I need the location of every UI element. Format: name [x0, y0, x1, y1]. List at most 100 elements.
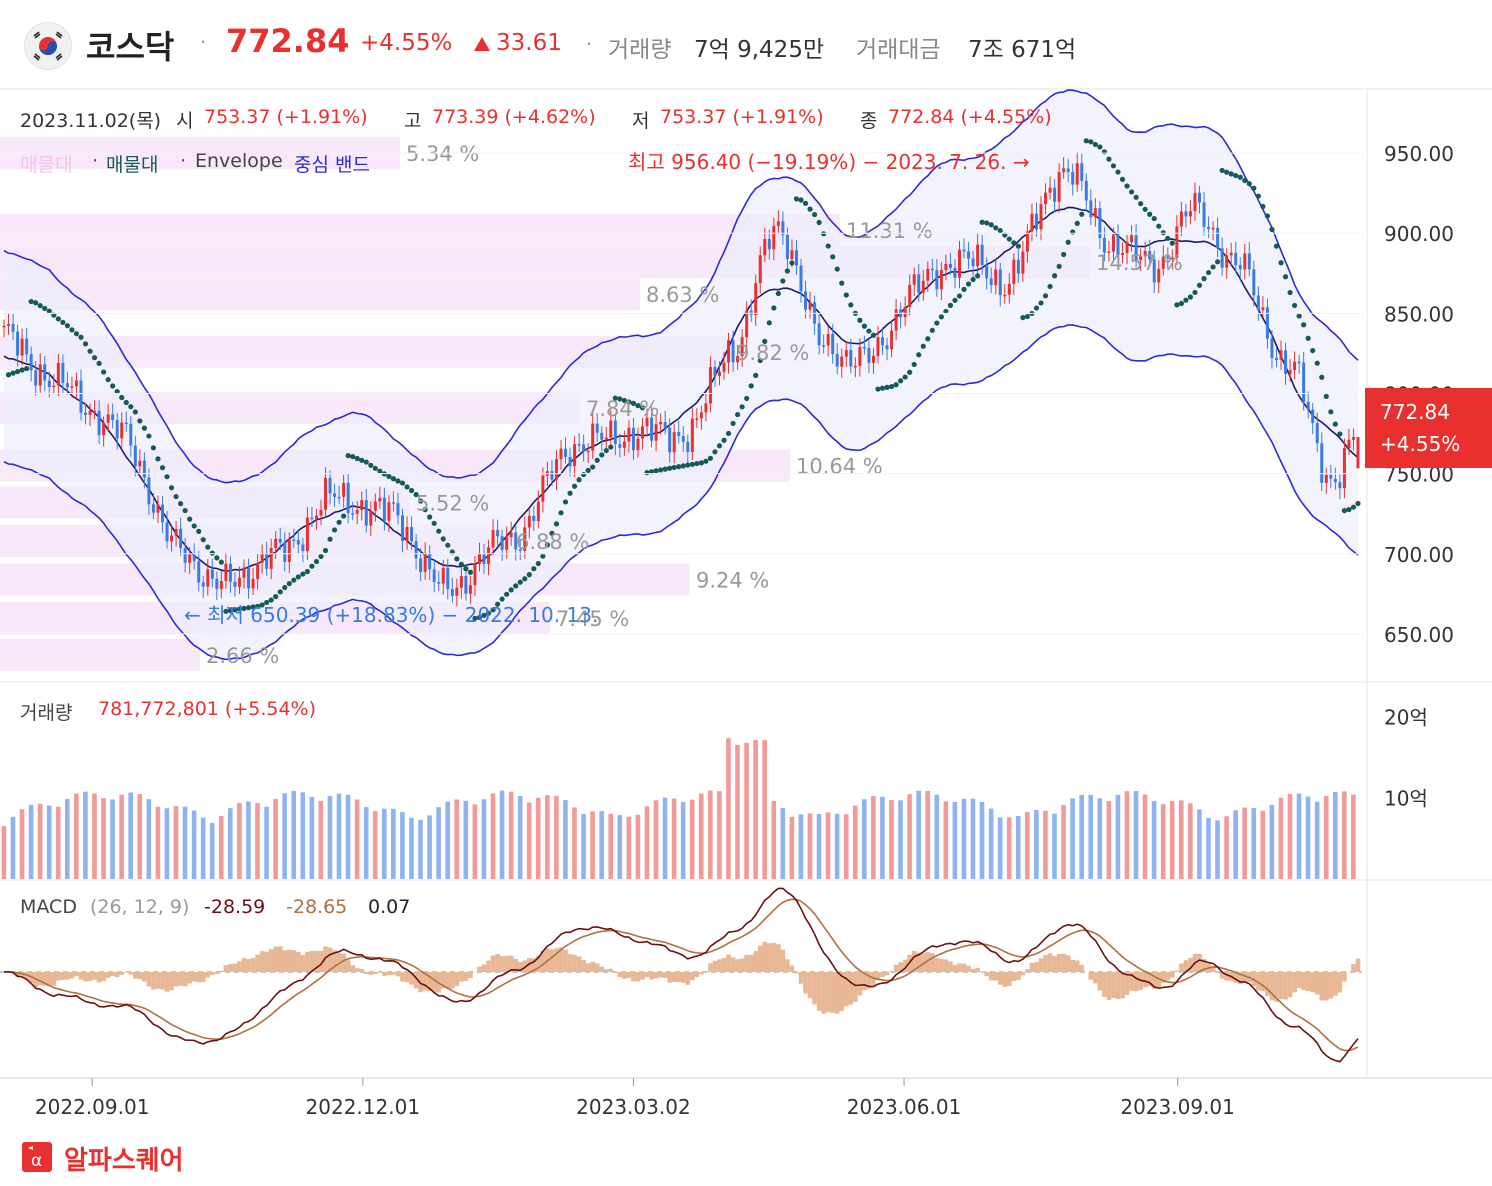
sar-dot: [676, 464, 682, 470]
sar-dot: [223, 608, 229, 614]
macd-histogram-bar: [454, 972, 460, 987]
sar-dot: [150, 445, 157, 451]
macd-histogram-bar: [309, 950, 315, 972]
candle: [1098, 208, 1102, 238]
low-value: 753.37 (+1.91%): [660, 106, 824, 128]
candle: [736, 356, 740, 363]
sar-dot: [1233, 172, 1239, 179]
sar-dot: [1310, 347, 1316, 354]
sar-dot: [744, 395, 750, 402]
sar-dot: [309, 563, 315, 569]
candle: [1338, 482, 1342, 489]
macd-histogram-bar: [957, 963, 962, 972]
sar-dot: [350, 453, 356, 460]
candle: [799, 265, 803, 292]
volume-profile-label: 7.84 %: [586, 397, 659, 421]
legend-envelope-label[interactable]: Envelope: [195, 150, 283, 172]
sar-dot: [639, 405, 646, 411]
candle: [219, 580, 223, 589]
macd-histogram-bar: [920, 952, 926, 972]
sar-dot: [875, 386, 881, 392]
macd-histogram-bar: [1056, 954, 1062, 972]
sar-dot: [214, 555, 220, 561]
volume-bar: [1178, 800, 1184, 879]
sar-dot: [182, 507, 188, 514]
candle: [93, 410, 97, 413]
candle: [1161, 256, 1165, 269]
candle: [342, 482, 346, 497]
macd-histogram-bar: [635, 972, 641, 982]
sar-dot: [413, 491, 419, 498]
candle: [1238, 265, 1242, 270]
candle: [183, 548, 187, 563]
macd-histogram-bar: [1224, 972, 1229, 981]
macd-histogram-bar: [395, 972, 401, 977]
sar-dot: [390, 476, 397, 482]
macd-histogram-bar: [504, 955, 509, 972]
stock-chart[interactable]: 5.34 % 11.31 % 8.63 % 9.82 % 7.84 % 10.64 % 14…: [0, 0, 1492, 1140]
sar-dot: [1174, 302, 1180, 308]
macd-histogram-bar: [418, 972, 423, 993]
volume-bar: [418, 819, 423, 879]
macd-histogram-bar: [1165, 972, 1171, 981]
volume-bar: [427, 815, 432, 879]
logo-text[interactable]: 알파스퀘어: [64, 1146, 184, 1176]
candle: [808, 302, 812, 310]
volume-bar: [309, 796, 315, 879]
sar-dot: [28, 298, 34, 305]
candle: [25, 338, 29, 355]
candle: [237, 577, 241, 587]
candle: [151, 504, 155, 513]
candle: [930, 268, 934, 271]
macd-histogram-bar: [391, 972, 396, 975]
volume-profile-label: 5.34 %: [406, 142, 479, 166]
sar-dot: [105, 376, 111, 383]
sar-dot: [1296, 313, 1302, 319]
macd-histogram-bar: [305, 951, 310, 972]
sar-dot: [1092, 141, 1098, 148]
volume-bar: [1015, 816, 1021, 879]
volume-bar: [726, 738, 731, 879]
macd-histogram-bar: [1074, 960, 1080, 972]
macd-histogram-bar: [169, 972, 174, 991]
macd-histogram-bar: [857, 972, 863, 996]
macd-histogram-bar: [133, 972, 138, 979]
candle: [550, 471, 554, 480]
sar-dot: [69, 327, 75, 333]
macd-histogram-bar: [1043, 955, 1048, 972]
volume-bar: [200, 817, 206, 879]
macd-histogram-bar: [60, 972, 66, 980]
macd-histogram-bar: [988, 972, 994, 981]
candle: [690, 418, 694, 453]
sar-dot: [313, 558, 320, 565]
volume-bar: [689, 799, 695, 879]
close-value: 772.84 (+4.55%): [888, 106, 1052, 128]
macd-histogram-bar: [843, 972, 849, 1007]
sar-dot: [1224, 169, 1230, 175]
volume-bar: [1278, 797, 1284, 879]
candle: [111, 414, 115, 421]
legend-envelope-center[interactable]: 중심 밴드: [294, 154, 370, 176]
sar-dot: [540, 553, 546, 559]
macd-histogram-bar: [1242, 972, 1248, 982]
candle: [102, 422, 106, 436]
macd-histogram-bar: [613, 972, 618, 974]
legend-volume-profile-faded[interactable]: 매물대: [20, 154, 73, 176]
legend-volume-profile[interactable]: 매물대: [106, 154, 159, 176]
legend-dot: ·: [92, 150, 99, 172]
low-label: 저: [632, 110, 650, 132]
sar-dot: [1042, 293, 1049, 299]
macd-histogram-bar: [1260, 972, 1266, 992]
sar-dot: [934, 320, 940, 326]
macd-histogram-bar: [726, 954, 731, 972]
high-label: 고: [404, 110, 422, 132]
volume-bar: [255, 803, 260, 879]
candle: [265, 553, 269, 569]
candle: [831, 334, 835, 355]
candle: [885, 345, 889, 350]
candle: [16, 331, 20, 356]
candle: [1157, 268, 1161, 283]
candle: [269, 548, 273, 569]
macd-histogram-bar: [776, 944, 781, 972]
macd-histogram-bar: [1038, 958, 1044, 972]
